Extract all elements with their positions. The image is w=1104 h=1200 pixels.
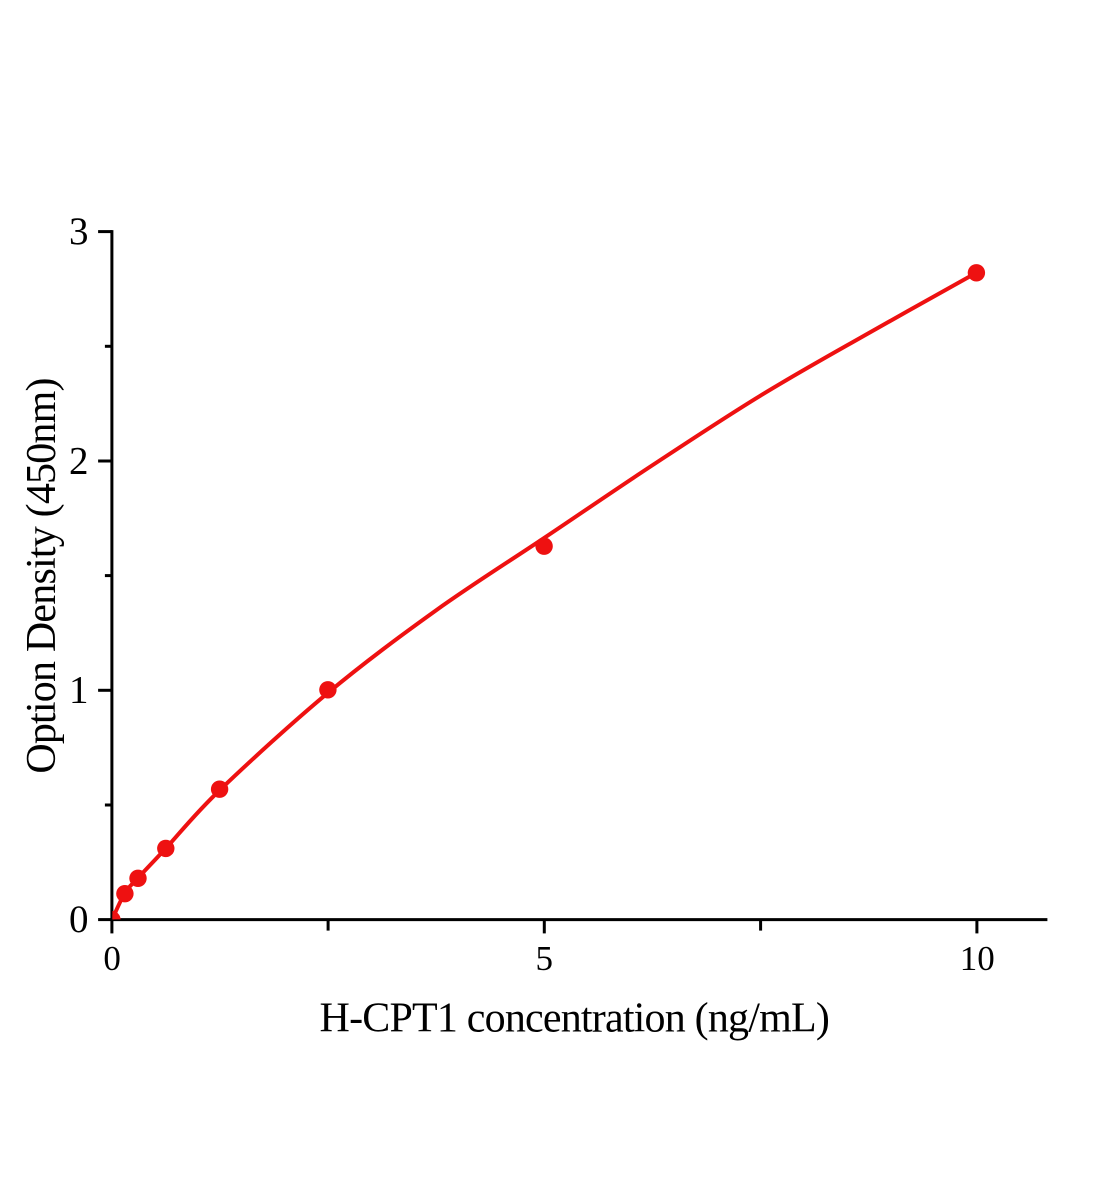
svg-text:0: 0 xyxy=(69,898,89,941)
svg-text:H-CPT1 concentration (ng/mL): H-CPT1 concentration (ng/mL) xyxy=(320,996,829,1042)
svg-text:1: 1 xyxy=(69,669,89,712)
svg-text:Option Density (450nm): Option Density (450nm) xyxy=(19,378,65,773)
svg-text:2: 2 xyxy=(69,439,89,482)
svg-text:5: 5 xyxy=(536,939,554,978)
svg-text:3: 3 xyxy=(69,210,89,253)
svg-text:0: 0 xyxy=(103,939,121,978)
svg-text:10: 10 xyxy=(960,939,995,978)
